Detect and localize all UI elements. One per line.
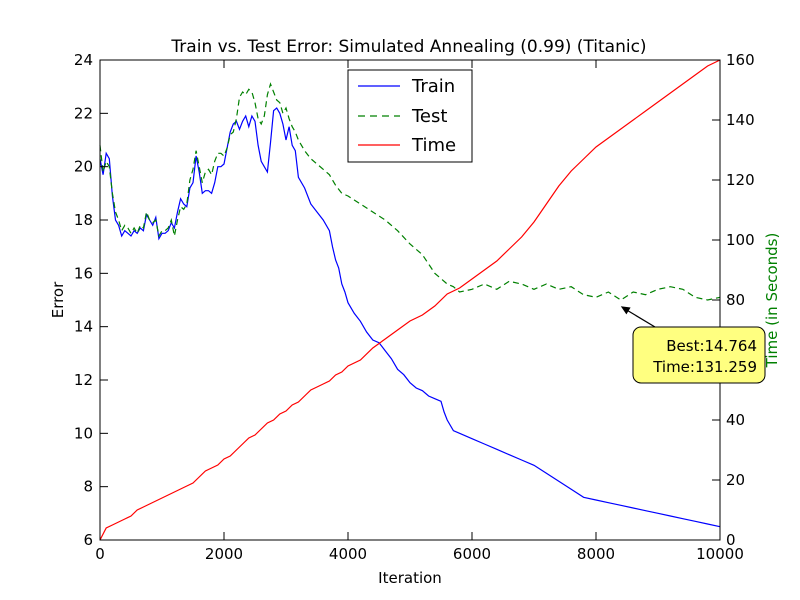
y-tick-label: 6 [83,531,93,549]
y2-tick-label: 40 [726,411,745,429]
x-tick-label: 0 [95,545,105,563]
x-tick-label: 4000 [329,545,367,563]
y2-tick-label: 160 [726,51,755,69]
legend-label-time: Time [411,135,456,156]
series-line-time [99,59,721,541]
y2-tick-label: 140 [726,111,755,129]
annotation-best: Best:14.764 [666,337,757,355]
y2-tick-label: 120 [726,171,755,189]
y2-tick-label: 80 [726,291,745,309]
chart-title: Train vs. Test Error: Simulated Annealin… [170,37,646,57]
y2-tick-label: 100 [726,231,755,249]
legend: Train Test Time [347,69,473,163]
ticks-layer: 0 2000 4000 6000 8000 10000 6 8 10 12 14 16 18 20 22 24… [74,51,755,563]
y-tick-label: 14 [74,318,93,336]
y-tick-label: 24 [74,51,93,69]
y2-tick-label: 20 [726,471,745,489]
legend-label-test: Test [411,106,447,127]
legend-label-train: Train [411,76,455,97]
annotation-box [632,326,766,384]
legend-frame [347,69,473,163]
x-tick-label: 6000 [453,545,491,563]
best-annotation: Best:14.764 Time:131.259 [620,306,766,384]
y2-axis-title: Time (in Seconds) [763,233,781,369]
x-tick-label: 10000 [696,545,744,563]
y2-tick-label: 0 [726,531,736,549]
y-tick-label: 12 [74,371,93,389]
x-tick-label: 2000 [205,545,243,563]
y-tick-label: 20 [74,158,93,176]
y-tick-label: 18 [74,211,93,229]
annotation-time: Time:131.259 [652,358,757,376]
y-tick-label: 22 [74,104,93,122]
x-tick-label: 8000 [577,545,615,563]
annotation-arrowhead [620,306,631,315]
y-tick-label: 8 [83,478,93,496]
series-line-test [99,82,721,301]
x-axis-title: Iteration [378,569,442,587]
y-axis-title: Error [49,281,67,318]
series-layer [99,59,721,541]
series-line-train [99,107,721,528]
annotation-arrow [623,307,661,331]
y-tick-label: 16 [74,264,93,282]
y-tick-label: 10 [74,424,93,442]
